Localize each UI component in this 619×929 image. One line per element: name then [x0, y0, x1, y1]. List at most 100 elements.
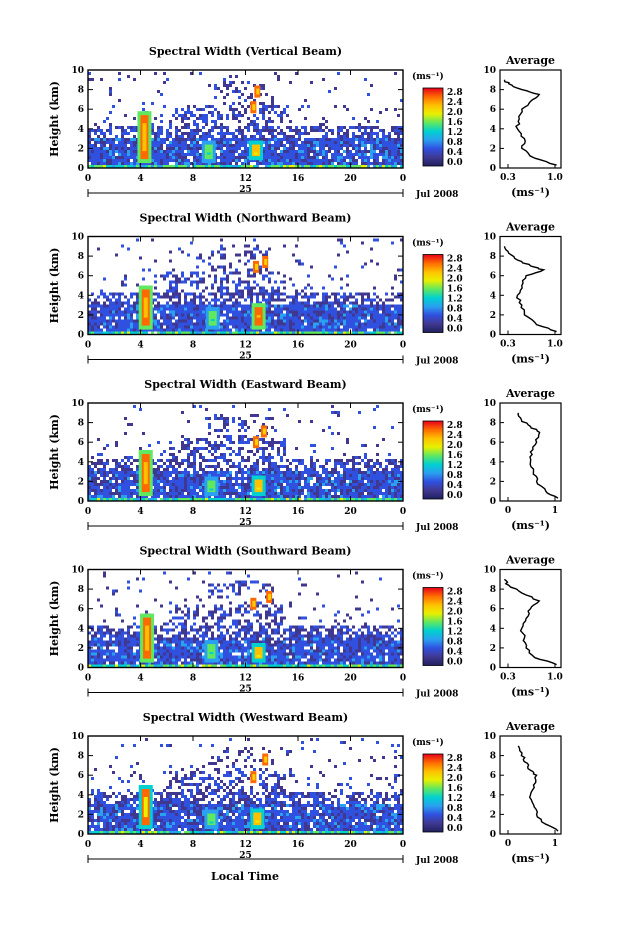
average-title: Average: [505, 54, 555, 67]
panel-0: Spectral Width (Vertical Beam) 0 2 4 6 8 10 Hei…: [48, 45, 563, 200]
feature-column: [253, 812, 262, 826]
day-label: 25: [239, 685, 252, 695]
average-x-label: (ms⁻¹): [511, 353, 550, 366]
avg-y-tick-label: 10: [483, 233, 496, 243]
average-profile-plot: Average 0 2 4 6 8 10 0.3 1.0 (ms⁻¹): [483, 554, 562, 699]
colorbar-tick-label: 2.4: [447, 431, 463, 441]
x-tick-label: 16: [292, 174, 305, 184]
y-tick-label: 8: [78, 585, 84, 595]
avg-x-tick-label: 0.3: [500, 673, 516, 683]
x-tick-label: 12: [239, 341, 252, 351]
feature-column-core: [256, 655, 261, 657]
y-tick-label: 2: [78, 810, 84, 820]
x-tick-label: 20: [344, 341, 357, 351]
x-tick-label: 8: [190, 341, 196, 351]
panel-title: Spectral Width (Eastward Beam): [144, 378, 346, 391]
x-tick-label: 0: [400, 341, 406, 351]
colorbar-tick-label: 0.4: [447, 315, 463, 325]
average-frame: [499, 568, 562, 669]
y-tick-label: 0: [78, 664, 84, 674]
y-axis-label: Height (km): [48, 414, 61, 490]
colorbar-tick-label: 2.8: [447, 255, 463, 265]
x-tick-label: 12: [239, 840, 252, 850]
y-tick-label: 0: [78, 164, 84, 174]
panel-3: Spectral Width (Southward Beam) 0 2 4 6 8 10 He…: [48, 545, 563, 700]
x-tick-label: 4: [137, 840, 143, 850]
date-label: Jul 2008: [415, 523, 458, 533]
y-tick-label: 8: [78, 419, 84, 429]
average-frame: [499, 235, 562, 336]
x-tick-label: 12: [239, 174, 252, 184]
avg-y-tick-label: 6: [490, 771, 496, 781]
x-tick-label: 20: [344, 840, 357, 850]
average-profile-plot: Average 0 2 4 6 8 10 0.3 1.0 (ms⁻¹): [483, 221, 562, 366]
y-axis-label: Height (km): [48, 747, 61, 823]
colorbar-tick-label: 2.0: [447, 275, 463, 285]
date-label: Jul 2008: [415, 190, 458, 200]
colorbar-tick-label: 0.8: [447, 305, 463, 315]
avg-y-tick-label: 2: [490, 644, 496, 654]
y-tick-label: 8: [78, 86, 84, 96]
avg-y-tick-label: 8: [490, 585, 496, 595]
avg-y-tick-label: 6: [490, 438, 496, 448]
date-label: Jul 2008: [415, 856, 458, 866]
feature-column-core: [209, 652, 214, 655]
colorbar-tick-label: 0.0: [447, 325, 463, 335]
feature-column-core: [142, 123, 147, 152]
colorbar-tick-label: 0.0: [447, 491, 463, 501]
x-tick-label: 20: [344, 674, 357, 684]
y-tick-label: 8: [78, 252, 84, 262]
avg-y-tick-label: 8: [490, 752, 496, 762]
y-tick-label: 2: [78, 144, 84, 154]
x-tick-label: 0: [85, 507, 91, 517]
feature-patch-core: [268, 593, 272, 600]
feature-column: [208, 311, 217, 326]
colorbar-unit: (ms⁻¹): [412, 737, 444, 748]
colorbar-tick-label: 2.4: [447, 764, 463, 774]
avg-y-tick-label: 4: [490, 291, 496, 301]
feature-patch-core: [255, 263, 258, 270]
colorbar-tick-label: 1.2: [447, 628, 463, 638]
x-tick-label: 0: [400, 840, 406, 850]
colorbar: [422, 753, 444, 833]
y-tick-label: 6: [78, 438, 84, 448]
feature-column: [252, 144, 260, 157]
avg-x-tick-label: 0: [505, 506, 511, 516]
feature-column-core: [210, 319, 215, 322]
colorbar-tick-label: 1.2: [447, 295, 463, 305]
colorbar-tick-label: 0.4: [447, 148, 463, 158]
colorbar-tick-label: 2.8: [447, 88, 463, 98]
feature-column-core: [143, 797, 148, 818]
feature-patch-core: [252, 774, 256, 781]
feature-column-core: [143, 297, 148, 318]
day-label: 25: [239, 352, 252, 362]
panel-2: Spectral Width (Eastward Beam)0246810Hei…: [48, 378, 562, 533]
colorbar-tick-label: 2.0: [447, 108, 463, 118]
avg-y-tick-label: 8: [490, 252, 496, 262]
x-tick-label: 8: [190, 174, 196, 184]
feature-column-core: [255, 820, 260, 823]
y-axis-label: Height (km): [48, 81, 61, 157]
panel-title: Spectral Width (Vertical Beam): [149, 45, 342, 58]
average-profile-plot: Average 0 2 4 6 8 10 0 1(ms⁻¹): [483, 720, 562, 865]
feature-column: [254, 479, 263, 493]
average-profile-plot: Average 0 2 4 6 8 10 0.3 1.0 (ms⁻¹): [483, 54, 562, 199]
avg-y-tick-label: 10: [483, 732, 496, 742]
x-tick-label: 0: [85, 840, 91, 850]
colorbar-tick-label: 1.2: [447, 461, 463, 471]
feature-column: [207, 480, 216, 493]
colorbar-tick-label: 1.2: [447, 128, 463, 138]
panel-title: Spectral Width (Westward Beam): [143, 711, 348, 724]
colorbar-tick-label: 2.0: [447, 608, 463, 618]
feature-column: [207, 644, 216, 659]
colorbar-tick-label: 0.4: [447, 648, 463, 658]
colorbar-tick-label: 2.8: [447, 754, 463, 764]
colorbar: [422, 587, 444, 666]
y-tick-label: 4: [78, 624, 84, 634]
colorbar-tick-label: 1.6: [447, 285, 463, 295]
avg-y-tick-label: 0: [490, 497, 496, 507]
avg-x-tick-label: 0: [505, 839, 511, 849]
colorbar-unit: (ms⁻¹): [412, 238, 444, 249]
average-title: Average: [505, 387, 555, 400]
